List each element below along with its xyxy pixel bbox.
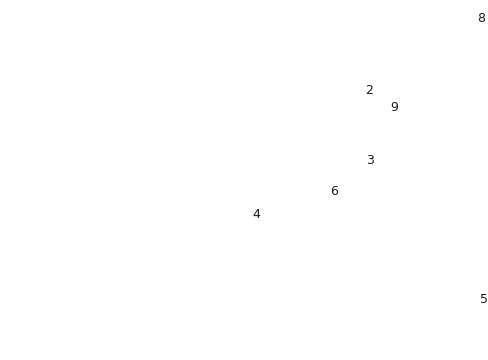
Text: 6: 6 — [329, 185, 337, 198]
Text: 9: 9 — [389, 101, 397, 114]
Text: 4: 4 — [252, 208, 260, 221]
Text: 8: 8 — [477, 12, 485, 25]
Bar — [212, 205, 231, 217]
Text: 3: 3 — [366, 154, 373, 167]
Bar — [204, 198, 358, 342]
Text: 5: 5 — [479, 293, 487, 306]
Bar — [196, 155, 488, 349]
Bar — [361, 133, 373, 141]
Text: 2: 2 — [365, 84, 372, 97]
